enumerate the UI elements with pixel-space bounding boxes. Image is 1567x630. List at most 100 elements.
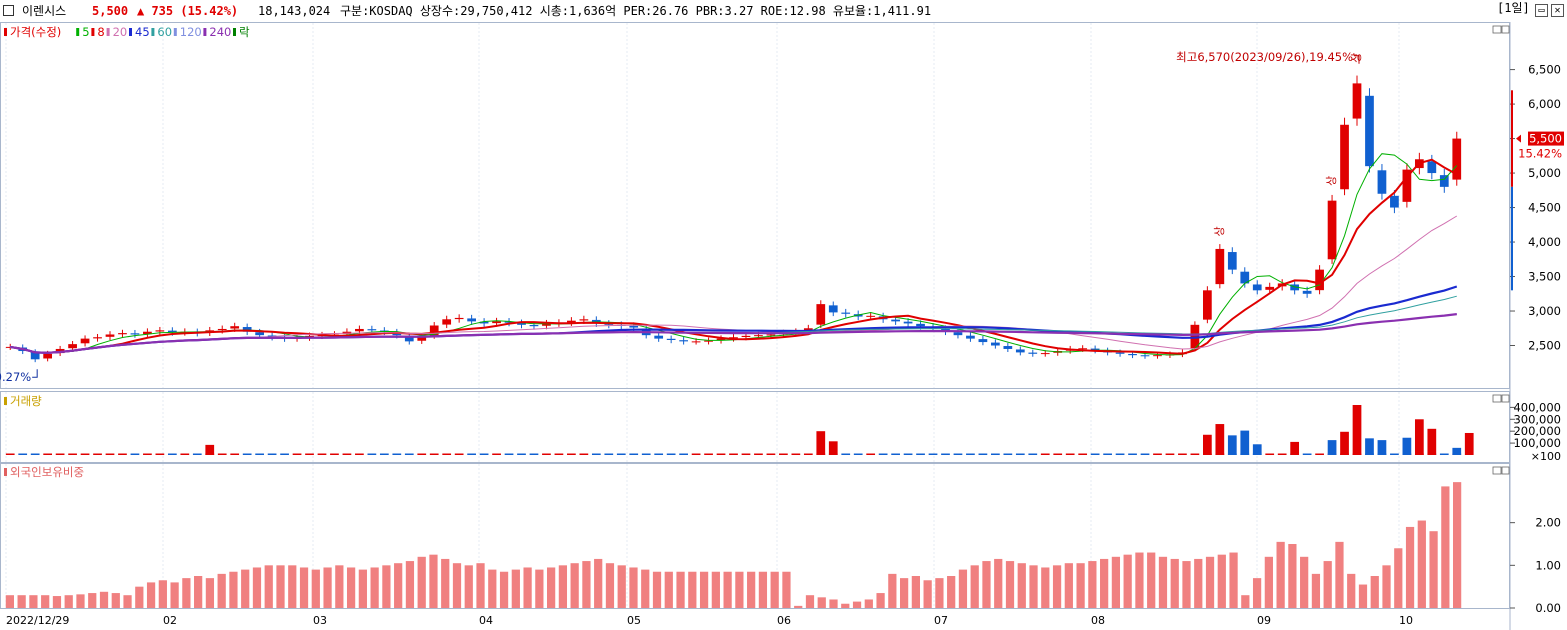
foreign-bar (652, 571, 662, 608)
candle-body (754, 335, 763, 337)
foreign-bar (782, 571, 791, 608)
maximize-icon[interactable]: ▭ (1535, 4, 1548, 17)
volume-bar (355, 453, 364, 455)
volume-bar (591, 453, 601, 455)
foreign-bar (205, 578, 215, 608)
stock-name: 이렌시스 (22, 4, 67, 18)
foreign-bar (947, 576, 956, 608)
volume-bar (1003, 453, 1013, 455)
x-tick-label: 2022/12/29 (6, 614, 69, 627)
foreign-bar (641, 569, 650, 608)
volume-bar (305, 453, 314, 455)
volume-bar (1227, 435, 1237, 455)
volume-bar (205, 444, 215, 455)
candle-body (729, 337, 738, 339)
volume-bar (55, 453, 65, 455)
foreign-bar (135, 586, 144, 608)
price-change: ▲ 735 (15.42%) (137, 4, 239, 18)
foreign-bar (1382, 565, 1391, 608)
volume-bar (966, 453, 975, 455)
checkbox[interactable] (3, 5, 14, 16)
y-tick-label: 6,500 (1528, 63, 1561, 77)
legend-swatch (76, 28, 80, 36)
foreign-bar (394, 563, 403, 608)
volume-bar (779, 453, 788, 455)
period-selector[interactable]: [1일] (1497, 1, 1530, 15)
volume-bar (1352, 405, 1362, 455)
foreign-bar (1311, 573, 1321, 608)
foreign-bar (1088, 561, 1097, 608)
volume-bar (1277, 453, 1287, 455)
foreign-bar (229, 571, 238, 608)
volume-bar (105, 453, 115, 455)
candle-body (629, 325, 639, 328)
candle-body (492, 321, 501, 324)
volume-bar (579, 453, 589, 455)
volume-value: 18,143,024 (258, 4, 331, 18)
foreign-bar (829, 599, 838, 608)
volume-bar (330, 453, 339, 455)
close-icon[interactable]: ✕ (1551, 4, 1564, 17)
panel-close-icon (1501, 25, 1510, 34)
foreign-bar (464, 565, 473, 608)
volume-bar (853, 453, 863, 455)
volume-bar (1128, 453, 1137, 455)
volume-bars (5, 405, 1474, 455)
foreign-bar (111, 593, 120, 608)
volume-bar (30, 453, 40, 455)
volume-bar (454, 453, 464, 455)
candle-body (242, 327, 252, 332)
volume-bar (255, 453, 265, 455)
candle-body (442, 319, 452, 325)
foreign-bar (523, 567, 532, 608)
volume-bar (155, 453, 165, 455)
candle-body (1128, 353, 1137, 356)
volume-bar (766, 453, 776, 455)
volume-bar (1153, 453, 1162, 455)
volume-bar (68, 453, 77, 455)
foreign-bar (1323, 561, 1332, 608)
volume-bar (43, 453, 53, 455)
legend-label: 8 (97, 25, 104, 39)
price-tag-box (1528, 131, 1564, 146)
foreign-bar (570, 563, 579, 608)
candle-body (429, 325, 439, 336)
candle-body (1078, 348, 1088, 350)
candle-body (978, 339, 988, 343)
foreign-bar (805, 595, 815, 608)
foreign-bar (99, 591, 109, 608)
foreign-bar (688, 571, 697, 608)
candle-body (467, 318, 476, 322)
event-label: 상 (1213, 226, 1226, 236)
legend-swatch (129, 28, 132, 36)
volume-bar (791, 453, 801, 455)
legend-swatch (91, 28, 95, 36)
foreign-bar (899, 578, 909, 608)
foreign-bar (970, 565, 979, 608)
candle-body (1265, 286, 1275, 290)
foreign-bar (1041, 567, 1050, 608)
foreign-bar (1182, 561, 1191, 608)
volume-bar (1340, 431, 1349, 455)
volume-bar (679, 453, 688, 455)
candle-body (118, 333, 127, 335)
foreign-bar (1005, 561, 1015, 608)
foreign-bar (311, 569, 320, 608)
volume-bar (267, 453, 277, 455)
candle-body (1215, 248, 1225, 285)
legend-swatch (233, 28, 236, 36)
volume-bar (866, 453, 876, 455)
foreign-bar (1135, 552, 1144, 608)
candle-body (991, 342, 1000, 346)
foreign-bar (1076, 563, 1085, 608)
foreign-bar (1252, 578, 1262, 608)
legend-label: 가격(수정) (10, 25, 61, 39)
legend-label: 5 (82, 25, 89, 39)
candle-body (1015, 349, 1025, 353)
foreign-bar (299, 567, 309, 608)
event-label: 상 (1350, 53, 1363, 63)
current-price: 5,500 (92, 4, 129, 18)
y-tick-label: 300,000 (1513, 412, 1561, 426)
volume-bar (666, 453, 676, 455)
foreign-bar (605, 563, 615, 608)
